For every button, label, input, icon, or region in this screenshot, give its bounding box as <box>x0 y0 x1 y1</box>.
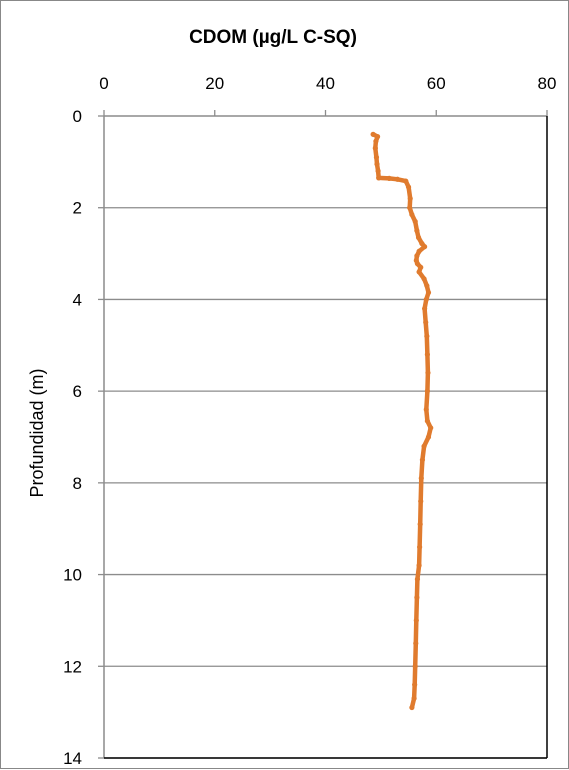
data-point-5 <box>374 161 380 167</box>
data-point-41 <box>419 457 426 463</box>
data-point-6 <box>375 168 381 174</box>
data-point-11 <box>405 184 412 190</box>
y-tick-label-10: 10 <box>63 566 82 585</box>
data-point-43 <box>418 498 424 504</box>
y-tick-label-14: 14 <box>63 749 82 768</box>
data-point-46 <box>416 562 422 569</box>
series-line-0 <box>370 132 433 710</box>
data-point-17 <box>415 234 422 241</box>
data-point-47 <box>414 576 421 582</box>
data-point-32 <box>424 333 430 339</box>
y-tick-label-2: 2 <box>73 199 82 218</box>
y-tick-label-8: 8 <box>73 474 82 493</box>
y-tick-label-12: 12 <box>63 657 82 676</box>
data-point-3 <box>372 145 378 151</box>
data-point-12 <box>407 195 413 202</box>
data-point-24 <box>418 264 424 270</box>
data-point-13 <box>407 205 413 211</box>
data-point-51 <box>412 663 418 669</box>
y-tick-label-0: 0 <box>73 107 82 126</box>
data-point-39 <box>425 434 432 440</box>
data-point-36 <box>423 406 429 413</box>
data-point-16 <box>414 228 420 234</box>
data-point-9 <box>394 176 401 182</box>
data-point-15 <box>412 218 418 225</box>
data-point-25 <box>416 269 422 275</box>
data-point-53 <box>411 695 417 701</box>
data-point-38 <box>428 425 434 431</box>
data-point-50 <box>413 640 419 646</box>
data-point-33 <box>424 351 430 358</box>
data-point-10 <box>403 178 409 184</box>
data-point-20 <box>416 248 422 254</box>
data-point-54 <box>409 704 415 711</box>
y-axis-title: Profundidad (m) <box>27 368 47 497</box>
data-point-52 <box>412 682 418 688</box>
data-point-1 <box>374 134 381 140</box>
data-point-23 <box>414 261 421 267</box>
data-point-0 <box>370 131 376 137</box>
x-tick-label-0: 0 <box>99 74 108 93</box>
data-point-19 <box>422 244 428 250</box>
data-point-49 <box>413 617 419 624</box>
data-point-40 <box>421 443 427 449</box>
data-point-48 <box>414 594 420 601</box>
x-tick-label-40: 40 <box>316 74 335 93</box>
data-point-8 <box>386 175 392 181</box>
data-point-34 <box>425 370 431 376</box>
data-point-28 <box>425 289 432 296</box>
data-point-7 <box>376 175 382 181</box>
y-tick-label-6: 6 <box>73 382 82 401</box>
data-point-35 <box>424 388 430 394</box>
data-point-26 <box>421 276 427 282</box>
data-point-30 <box>422 306 428 312</box>
data-point-14 <box>409 211 415 218</box>
x-tick-label-20: 20 <box>205 74 224 93</box>
data-point-2 <box>373 138 379 144</box>
data-point-21 <box>414 253 420 259</box>
data-point-31 <box>423 319 429 325</box>
data-point-44 <box>417 521 423 527</box>
data-point-42 <box>418 475 424 481</box>
x-tick-label-60: 60 <box>427 74 446 93</box>
y-tick-label-4: 4 <box>73 290 82 309</box>
data-point-4 <box>373 154 380 160</box>
data-point-37 <box>424 418 430 424</box>
x-tick-label-80: 80 <box>538 74 557 93</box>
data-point-27 <box>424 283 430 289</box>
data-point-45 <box>417 544 423 550</box>
x-axis-title: CDOM (µg/L C-SQ) <box>189 27 357 48</box>
data-point-29 <box>423 296 429 303</box>
